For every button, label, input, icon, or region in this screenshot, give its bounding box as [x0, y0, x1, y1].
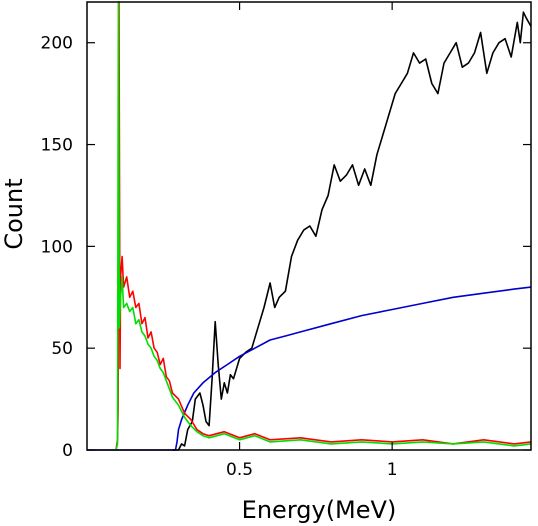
y-tick-label: 100	[41, 237, 73, 257]
plot-frame	[86, 1, 532, 451]
y-axis-title: Count	[0, 178, 28, 249]
y-tick-label: 0	[62, 441, 73, 461]
y-tick-label: 150	[41, 136, 73, 156]
series-line-3	[115, 1, 532, 451]
x-tick-label: 0.5	[226, 460, 253, 480]
y-tick-label: 200	[41, 34, 73, 54]
series-layer	[87, 1, 532, 451]
series-line-1	[172, 11, 532, 451]
tick-layer: 0 50 100 150 200 0.5 1	[41, 2, 531, 480]
x-tick-label: 1	[387, 460, 398, 480]
x-axis-title: Energy(MeV)	[242, 496, 397, 524]
series-line-2	[87, 286, 532, 451]
y-tick-label: 50	[51, 339, 73, 359]
series-line-4	[115, 1, 532, 451]
